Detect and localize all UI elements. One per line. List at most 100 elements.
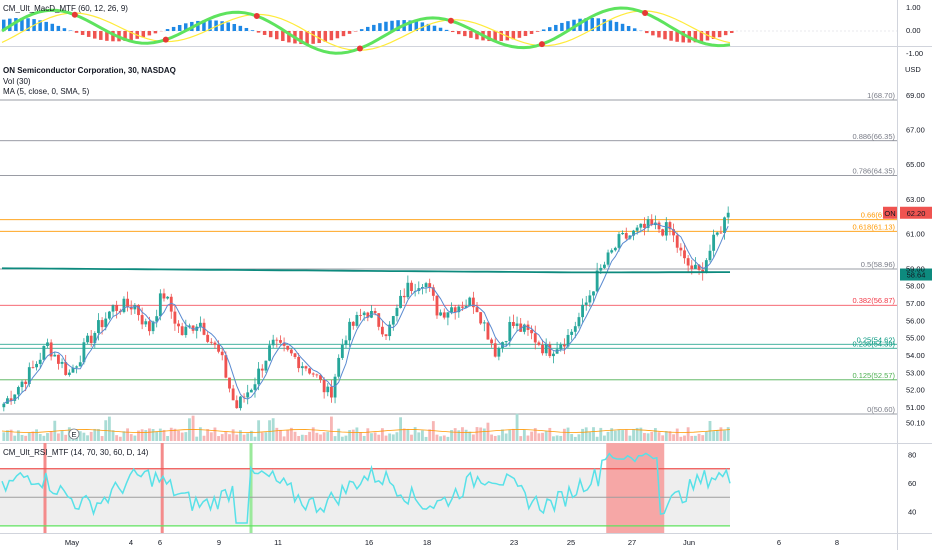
volume-bar: [694, 435, 697, 441]
volume-bar: [504, 433, 508, 441]
sma-line: [3, 223, 729, 405]
volume-bar: [158, 428, 162, 441]
macd-histogram-bar: [390, 20, 394, 31]
macd-histogram-bar: [287, 31, 291, 43]
macd-histogram-bar: [626, 25, 631, 31]
volume-bar: [148, 428, 151, 441]
volume-bar: [588, 432, 592, 441]
macd-histogram-bar: [311, 31, 315, 44]
macd-histogram-bar: [220, 21, 224, 31]
volume-bar: [548, 427, 552, 441]
macd-histogram-bar: [529, 31, 534, 34]
volume-bar: [173, 428, 177, 441]
volume-bar: [195, 436, 199, 441]
macd-histogram-bar: [238, 25, 243, 31]
time-axis-label: 4: [129, 538, 133, 547]
volume-bar: [308, 431, 311, 441]
volume-bar: [279, 429, 282, 441]
volume-bar: [559, 435, 563, 441]
volume-bar: [275, 427, 279, 441]
volume-bar: [180, 432, 184, 441]
volume-bar: [38, 434, 42, 441]
volume-bar: [606, 431, 610, 441]
volume-bar: [268, 420, 271, 441]
macd-histogram-bar: [596, 18, 601, 31]
macd-histogram-bar: [62, 28, 67, 31]
rsi-legend[interactable]: CM_Ult_RSI_MTF (14, 70, 30, 60, D, 14): [3, 448, 149, 457]
macd-histogram-bar: [44, 21, 48, 31]
volume-bar: [526, 435, 530, 441]
ema-badge: [900, 268, 932, 281]
macd-histogram-bar: [299, 31, 303, 45]
macd-tick-label: 0.00: [906, 26, 921, 35]
volume-bar: [603, 435, 606, 441]
macd-histogram-bar: [323, 31, 328, 42]
volume-bar: [592, 427, 595, 441]
macd-legend[interactable]: CM_Ult_MacD_MTF (60, 12, 26, 9): [3, 4, 128, 13]
price-tick-label: 56.00: [906, 316, 925, 325]
macd-histogram-bar: [202, 20, 206, 31]
macd-histogram-bar: [184, 23, 188, 31]
rsi-pane[interactable]: [0, 443, 731, 533]
volume-bar: [46, 433, 49, 441]
macd-histogram-bar: [444, 29, 449, 31]
volume-bar: [319, 434, 322, 441]
price-tick-label: 58.00: [906, 282, 925, 291]
volume-bar: [552, 436, 555, 441]
macd-histogram-bar: [111, 31, 115, 42]
macd-pane[interactable]: [0, 6, 897, 55]
volume-bar: [686, 427, 690, 441]
volume-bar: [359, 432, 362, 441]
volume-bar: [89, 431, 93, 441]
macd-histogram-bar: [359, 29, 364, 31]
macd-histogram-bar: [165, 29, 170, 31]
macd-histogram-bar: [99, 31, 103, 40]
volume-bar: [701, 435, 705, 441]
fib-level-label: 0.5(58.96): [861, 260, 896, 269]
volume-bar: [235, 434, 239, 441]
volume-bar: [249, 430, 253, 441]
volume-bar: [490, 434, 493, 441]
macd-cross-dot: [356, 45, 363, 52]
volume-bar: [428, 429, 432, 441]
macd-histogram-bar: [699, 31, 704, 42]
time-axis-label: Jun: [683, 538, 695, 547]
volume-bar: [169, 427, 173, 441]
macd-histogram-bar: [608, 20, 613, 31]
price-tick-label: 53.00: [906, 368, 925, 377]
volume-bar: [679, 436, 683, 441]
volume-bar: [646, 433, 650, 441]
volume-bar: [366, 428, 370, 441]
fib-level-label: 0.382(56.87): [852, 296, 895, 305]
price-tick-label: 65.00: [906, 160, 925, 169]
macd-histogram-bar: [560, 22, 564, 31]
volume-bar: [471, 434, 475, 441]
volume-bar: [49, 431, 53, 441]
volume-bar: [410, 434, 413, 441]
macd-cross-dot: [447, 17, 454, 24]
volume-bar: [457, 430, 461, 441]
ma-legend[interactable]: MA (5, close, 0, SMA, 5): [3, 87, 90, 96]
volume-bar: [246, 433, 250, 441]
volume-bar: [151, 429, 155, 441]
macd-histogram-bar: [511, 31, 516, 40]
volume-bar: [206, 429, 210, 441]
volume-legend[interactable]: Vol (30): [3, 77, 31, 86]
fib-level-label: 0.618(61.13): [852, 222, 895, 231]
rsi-signal-bar: [249, 443, 253, 533]
volume-bar: [224, 431, 228, 441]
macd-histogram-bar: [38, 20, 42, 31]
volume-bar: [690, 435, 694, 441]
volume-bar: [613, 430, 617, 441]
volume-bar: [184, 432, 188, 441]
volume-bar: [388, 433, 392, 441]
macd-histogram-bar: [26, 18, 30, 31]
volume-bar: [661, 435, 665, 441]
ticker-badge-label: ON: [884, 209, 895, 218]
macd-histogram-bar: [226, 22, 230, 31]
macd-histogram-bar: [535, 31, 540, 32]
price-pane[interactable]: 1(68.70) 0.886(66.35) 0.786(64.35) 0.66(61.…: [0, 91, 932, 441]
price-legend-title[interactable]: ON Semiconductor Corporation, 30, NASDAQ: [3, 66, 176, 75]
volume-bar: [464, 429, 468, 441]
price-tick-label: 63.00: [906, 195, 925, 204]
